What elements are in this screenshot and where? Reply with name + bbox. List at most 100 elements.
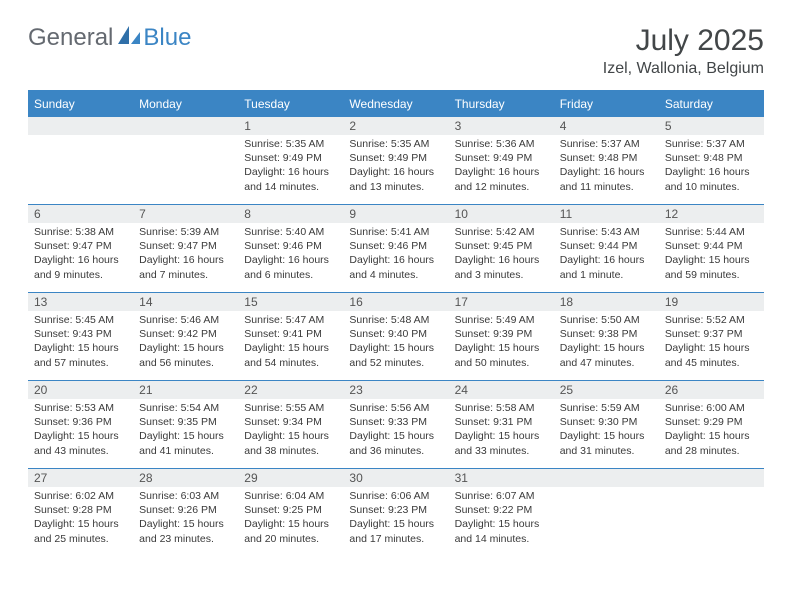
sunset-text: Sunset: 9:23 PM bbox=[349, 503, 442, 517]
daylight-text: Daylight: 16 hours and 7 minutes. bbox=[139, 253, 232, 281]
sunset-text: Sunset: 9:31 PM bbox=[455, 415, 548, 429]
daylight-text: Daylight: 16 hours and 12 minutes. bbox=[455, 165, 548, 193]
calendar-cell: 1Sunrise: 5:35 AMSunset: 9:49 PMDaylight… bbox=[238, 116, 343, 204]
sunrise-text: Sunrise: 5:36 AM bbox=[455, 137, 548, 151]
brand-text-blue: Blue bbox=[143, 24, 191, 52]
brand-text-general: General bbox=[28, 24, 113, 52]
sunset-text: Sunset: 9:48 PM bbox=[665, 151, 758, 165]
daylight-text: Daylight: 15 hours and 25 minutes. bbox=[34, 517, 127, 545]
sunset-text: Sunset: 9:49 PM bbox=[244, 151, 337, 165]
day-info: Sunrise: 5:48 AMSunset: 9:40 PMDaylight:… bbox=[343, 311, 448, 370]
day-info: Sunrise: 5:36 AMSunset: 9:49 PMDaylight:… bbox=[449, 135, 554, 194]
sunrise-text: Sunrise: 5:35 AM bbox=[244, 137, 337, 151]
day-number: 11 bbox=[554, 205, 659, 223]
calendar-grid: SundayMondayTuesdayWednesdayThursdayFrid… bbox=[28, 92, 764, 556]
daylight-text: Daylight: 15 hours and 47 minutes. bbox=[560, 341, 653, 369]
day-number: 10 bbox=[449, 205, 554, 223]
daylight-text: Daylight: 15 hours and 20 minutes. bbox=[244, 517, 337, 545]
day-info: Sunrise: 5:39 AMSunset: 9:47 PMDaylight:… bbox=[133, 223, 238, 282]
day-number: 31 bbox=[449, 469, 554, 487]
day-info: Sunrise: 5:35 AMSunset: 9:49 PMDaylight:… bbox=[238, 135, 343, 194]
sunrise-text: Sunrise: 5:56 AM bbox=[349, 401, 442, 415]
weekday-header: Saturday bbox=[659, 92, 764, 116]
weekday-header: Thursday bbox=[449, 92, 554, 116]
day-info: Sunrise: 5:49 AMSunset: 9:39 PMDaylight:… bbox=[449, 311, 554, 370]
sunset-text: Sunset: 9:42 PM bbox=[139, 327, 232, 341]
calendar-cell: 13Sunrise: 5:45 AMSunset: 9:43 PMDayligh… bbox=[28, 292, 133, 380]
day-info: Sunrise: 5:46 AMSunset: 9:42 PMDaylight:… bbox=[133, 311, 238, 370]
day-info: Sunrise: 5:44 AMSunset: 9:44 PMDaylight:… bbox=[659, 223, 764, 282]
daylight-text: Daylight: 15 hours and 28 minutes. bbox=[665, 429, 758, 457]
daylight-text: Daylight: 15 hours and 56 minutes. bbox=[139, 341, 232, 369]
sunset-text: Sunset: 9:46 PM bbox=[244, 239, 337, 253]
day-number: 25 bbox=[554, 381, 659, 399]
calendar-cell: 3Sunrise: 5:36 AMSunset: 9:49 PMDaylight… bbox=[449, 116, 554, 204]
sunset-text: Sunset: 9:35 PM bbox=[139, 415, 232, 429]
day-number: 8 bbox=[238, 205, 343, 223]
day-number: 18 bbox=[554, 293, 659, 311]
day-number: 21 bbox=[133, 381, 238, 399]
calendar-cell: 30Sunrise: 6:06 AMSunset: 9:23 PMDayligh… bbox=[343, 468, 448, 556]
calendar-cell: 5Sunrise: 5:37 AMSunset: 9:48 PMDaylight… bbox=[659, 116, 764, 204]
sunset-text: Sunset: 9:29 PM bbox=[665, 415, 758, 429]
sunrise-text: Sunrise: 5:38 AM bbox=[34, 225, 127, 239]
day-info: Sunrise: 5:50 AMSunset: 9:38 PMDaylight:… bbox=[554, 311, 659, 370]
sunset-text: Sunset: 9:36 PM bbox=[34, 415, 127, 429]
day-info: Sunrise: 5:58 AMSunset: 9:31 PMDaylight:… bbox=[449, 399, 554, 458]
day-number: 5 bbox=[659, 117, 764, 135]
calendar-cell: 26Sunrise: 6:00 AMSunset: 9:29 PMDayligh… bbox=[659, 380, 764, 468]
calendar-cell-empty bbox=[133, 116, 238, 204]
calendar-cell: 28Sunrise: 6:03 AMSunset: 9:26 PMDayligh… bbox=[133, 468, 238, 556]
day-info: Sunrise: 5:43 AMSunset: 9:44 PMDaylight:… bbox=[554, 223, 659, 282]
day-number: 22 bbox=[238, 381, 343, 399]
weekday-header: Tuesday bbox=[238, 92, 343, 116]
daylight-text: Daylight: 16 hours and 1 minute. bbox=[560, 253, 653, 281]
daylight-text: Daylight: 16 hours and 6 minutes. bbox=[244, 253, 337, 281]
sunrise-text: Sunrise: 6:06 AM bbox=[349, 489, 442, 503]
day-number: 29 bbox=[238, 469, 343, 487]
day-info: Sunrise: 5:37 AMSunset: 9:48 PMDaylight:… bbox=[659, 135, 764, 194]
sunrise-text: Sunrise: 5:48 AM bbox=[349, 313, 442, 327]
daylight-text: Daylight: 16 hours and 9 minutes. bbox=[34, 253, 127, 281]
calendar-cell: 16Sunrise: 5:48 AMSunset: 9:40 PMDayligh… bbox=[343, 292, 448, 380]
sunrise-text: Sunrise: 5:35 AM bbox=[349, 137, 442, 151]
sunrise-text: Sunrise: 5:55 AM bbox=[244, 401, 337, 415]
day-info: Sunrise: 5:38 AMSunset: 9:47 PMDaylight:… bbox=[28, 223, 133, 282]
day-info: Sunrise: 5:40 AMSunset: 9:46 PMDaylight:… bbox=[238, 223, 343, 282]
day-info: Sunrise: 5:56 AMSunset: 9:33 PMDaylight:… bbox=[343, 399, 448, 458]
day-number: 20 bbox=[28, 381, 133, 399]
daylight-text: Daylight: 16 hours and 4 minutes. bbox=[349, 253, 442, 281]
weekday-header: Sunday bbox=[28, 92, 133, 116]
day-info: Sunrise: 6:03 AMSunset: 9:26 PMDaylight:… bbox=[133, 487, 238, 546]
day-info: Sunrise: 5:45 AMSunset: 9:43 PMDaylight:… bbox=[28, 311, 133, 370]
sunset-text: Sunset: 9:48 PM bbox=[560, 151, 653, 165]
day-number: 28 bbox=[133, 469, 238, 487]
calendar-cell: 27Sunrise: 6:02 AMSunset: 9:28 PMDayligh… bbox=[28, 468, 133, 556]
day-number: 9 bbox=[343, 205, 448, 223]
calendar-cell-empty bbox=[554, 468, 659, 556]
daylight-text: Daylight: 15 hours and 52 minutes. bbox=[349, 341, 442, 369]
calendar-cell: 20Sunrise: 5:53 AMSunset: 9:36 PMDayligh… bbox=[28, 380, 133, 468]
daylight-text: Daylight: 15 hours and 50 minutes. bbox=[455, 341, 548, 369]
calendar-cell: 14Sunrise: 5:46 AMSunset: 9:42 PMDayligh… bbox=[133, 292, 238, 380]
calendar-cell: 4Sunrise: 5:37 AMSunset: 9:48 PMDaylight… bbox=[554, 116, 659, 204]
daylight-text: Daylight: 16 hours and 13 minutes. bbox=[349, 165, 442, 193]
daylight-text: Daylight: 15 hours and 38 minutes. bbox=[244, 429, 337, 457]
day-info: Sunrise: 5:47 AMSunset: 9:41 PMDaylight:… bbox=[238, 311, 343, 370]
sunset-text: Sunset: 9:44 PM bbox=[560, 239, 653, 253]
sunset-text: Sunset: 9:49 PM bbox=[349, 151, 442, 165]
calendar-cell: 25Sunrise: 5:59 AMSunset: 9:30 PMDayligh… bbox=[554, 380, 659, 468]
day-number: 27 bbox=[28, 469, 133, 487]
calendar-cell: 8Sunrise: 5:40 AMSunset: 9:46 PMDaylight… bbox=[238, 204, 343, 292]
day-number: 1 bbox=[238, 117, 343, 135]
calendar-cell: 6Sunrise: 5:38 AMSunset: 9:47 PMDaylight… bbox=[28, 204, 133, 292]
day-number: 2 bbox=[343, 117, 448, 135]
sunrise-text: Sunrise: 5:44 AM bbox=[665, 225, 758, 239]
sunrise-text: Sunrise: 5:49 AM bbox=[455, 313, 548, 327]
day-info: Sunrise: 5:35 AMSunset: 9:49 PMDaylight:… bbox=[343, 135, 448, 194]
sunrise-text: Sunrise: 6:00 AM bbox=[665, 401, 758, 415]
sunrise-text: Sunrise: 5:39 AM bbox=[139, 225, 232, 239]
calendar-cell: 11Sunrise: 5:43 AMSunset: 9:44 PMDayligh… bbox=[554, 204, 659, 292]
daylight-text: Daylight: 15 hours and 54 minutes. bbox=[244, 341, 337, 369]
day-info: Sunrise: 5:52 AMSunset: 9:37 PMDaylight:… bbox=[659, 311, 764, 370]
